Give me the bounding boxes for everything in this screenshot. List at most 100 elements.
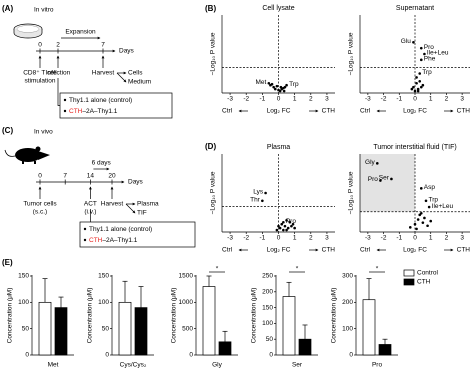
panel-label: (D) <box>205 142 216 151</box>
data-point <box>419 58 423 62</box>
event-label: (s.c.) <box>33 209 47 216</box>
data-point <box>290 224 293 228</box>
mouse-icon <box>4 146 50 164</box>
x-axis-label: Log₂ FC <box>403 108 427 115</box>
panel-label: (A) <box>2 4 13 13</box>
x-tick-label: -2 <box>381 96 387 103</box>
data-point <box>418 80 422 83</box>
data-point <box>288 220 292 224</box>
y-axis-label: −Log₁₀ P value <box>348 32 355 75</box>
data-point <box>419 211 423 215</box>
y-tick-label: 1500 <box>179 273 194 280</box>
x-tick-label: 2 <box>309 96 313 103</box>
right-label: CTH <box>457 247 471 254</box>
day-label: 7 <box>63 173 67 180</box>
data-point <box>419 85 423 89</box>
y-tick-label: 150 <box>262 304 273 311</box>
y-tick-label: 250 <box>262 273 273 280</box>
point-label: Phe <box>424 56 436 63</box>
event-label: Infection <box>46 70 71 77</box>
right-label: CTH <box>322 108 336 115</box>
connector <box>57 78 60 106</box>
dish-icon <box>13 23 43 39</box>
point-label: Trp <box>422 69 432 76</box>
data-point <box>408 226 412 229</box>
y-tick-label: 100 <box>98 299 109 306</box>
x-tick-label: -2 <box>243 96 249 103</box>
point-label: Asp <box>424 184 436 191</box>
legend-part: CTH <box>69 108 83 115</box>
data-point <box>375 162 379 165</box>
data-point <box>282 220 285 224</box>
shaded-region <box>360 154 415 212</box>
point-label: Lys <box>253 189 264 196</box>
span-label: Expansion <box>65 29 96 36</box>
legend-bullet <box>63 109 67 113</box>
day-label: 0 <box>38 173 42 180</box>
x-tick-label: 0 <box>413 235 417 242</box>
bar <box>282 296 296 356</box>
event-label: stimulation <box>24 78 55 85</box>
legend-bullet <box>83 227 87 231</box>
data-point <box>293 226 296 230</box>
data-point <box>410 87 414 91</box>
data-point <box>419 187 423 190</box>
category-label: Ser <box>292 362 303 369</box>
y-tick-label: 100 <box>262 320 273 327</box>
panel-label: (C) <box>2 126 13 135</box>
point-label: Pro <box>368 176 379 183</box>
y-axis-label: −Log₁₀ P value <box>210 171 217 214</box>
data-point <box>415 76 418 79</box>
left-label: Ctrl <box>222 247 233 254</box>
x-tick-label: -1 <box>396 96 402 103</box>
data-point <box>267 81 271 85</box>
legend-box <box>59 92 173 119</box>
point-label: Thr <box>250 197 261 204</box>
data-point <box>416 89 420 93</box>
y-tick-label: 50 <box>266 336 274 343</box>
legend-part: CTH <box>89 237 103 244</box>
data-point <box>275 84 279 88</box>
y-tick-label: 1000 <box>179 299 194 306</box>
data-point <box>416 87 420 91</box>
event-label: CD8⁺ T cell <box>23 70 57 77</box>
data-point <box>286 226 290 230</box>
data-point <box>415 81 418 85</box>
legend-entry: CTH–2A–Thy1.1 <box>89 237 138 244</box>
data-point <box>264 191 267 195</box>
right-label: CTH <box>457 108 471 115</box>
data-point <box>279 85 283 89</box>
x-axis-label: Log₂ FC <box>403 247 427 254</box>
y-tick-label: 50 <box>102 325 110 332</box>
day-label: 14 <box>87 173 95 180</box>
x-tick-label: -3 <box>227 96 233 103</box>
data-point <box>282 228 285 232</box>
point-label: Glu <box>401 38 412 45</box>
setting-label: In vivo <box>34 129 53 136</box>
data-point <box>275 228 279 232</box>
setting-label: In vitro <box>34 7 54 14</box>
data-point <box>269 83 272 87</box>
x-tick-label: -1 <box>259 96 265 103</box>
x-tick-label: -3 <box>365 96 371 103</box>
output-arrow <box>116 72 127 83</box>
day-label: 0 <box>38 42 42 49</box>
legend-entry: Thy1.1 alone (control) <box>89 226 152 233</box>
x-tick-label: -2 <box>381 235 387 242</box>
output-label: Cells <box>128 70 143 77</box>
point-label: Ser <box>379 175 390 182</box>
point-label: Trp <box>289 81 299 88</box>
legend-swatch <box>403 269 415 277</box>
y-tick-label: 150 <box>18 273 29 280</box>
data-point <box>427 205 431 209</box>
x-tick-label: -3 <box>365 235 371 242</box>
data-point <box>261 199 264 203</box>
data-point <box>421 83 425 87</box>
data-point <box>280 222 284 226</box>
legend-bullet <box>63 98 67 102</box>
event-label: ACT <box>84 201 97 208</box>
y-tick-label: 0 <box>25 352 29 359</box>
legend-entry: CTH–2A–Thy1.1 <box>69 108 118 115</box>
y-tick-label: 0 <box>349 352 353 359</box>
event-label: Harvest <box>92 70 115 77</box>
